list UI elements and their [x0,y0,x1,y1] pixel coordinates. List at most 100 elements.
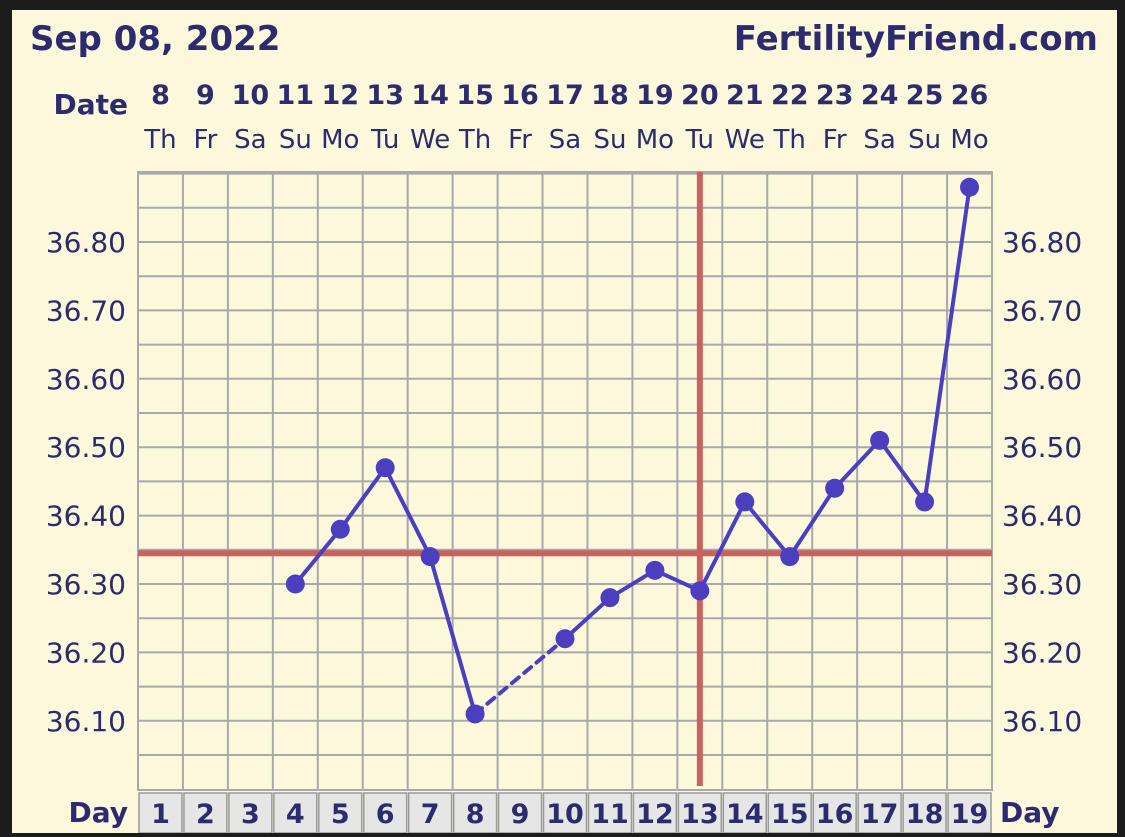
weekday-label: Fr [823,125,847,155]
cycle-day-label: 10 [546,799,584,830]
weekday-label: Sa [549,125,581,155]
series-segment-dashed [473,636,567,716]
date-row-label: Date [53,88,128,121]
cycle-day-label: 4 [286,799,305,830]
data-point [555,629,575,649]
cycle-day-cell [318,792,363,834]
date-label: 17 [546,80,584,111]
cycle-day-label: 5 [331,799,350,830]
data-point [645,560,665,580]
cycle-day-label: 12 [636,799,674,830]
reference-lines [138,172,992,786]
weekday-label: Th [143,125,176,155]
cycle-day-cell [632,792,678,834]
cycle-day-cell [497,792,543,834]
data-point [465,704,485,724]
date-label: 14 [411,80,449,111]
cycle-day-label: 2 [196,799,215,830]
y-tick-label-right: 36.30 [1002,568,1082,601]
cycle-day-label: 15 [771,799,809,830]
cycle-day-label: 16 [816,799,854,830]
y-tick-label-right: 36.60 [1002,363,1082,396]
weekday-label: Mo [950,125,988,155]
date-label: 25 [906,80,944,111]
weekday-label: We [725,125,765,155]
cycle-day-label: 13 [681,799,719,830]
cycle-day-cell [228,792,273,834]
date-label: 21 [726,80,764,111]
cycle-day-cell [452,792,498,834]
series-segment [742,499,792,559]
data-point [375,458,395,478]
cycle-day-label: 11 [591,799,629,830]
date-label: 23 [816,80,854,111]
y-tick-label-left: 36.70 [46,294,126,327]
y-tick-label-right: 36.10 [1002,705,1082,738]
data-point [600,588,620,608]
y-tick-label-left: 36.20 [46,636,126,669]
weekday-label: Th [773,125,806,155]
weekday-label: Sa [863,125,895,155]
data-point [285,574,305,594]
date-label: 9 [196,80,215,111]
cycle-day-cell [812,792,857,834]
weekday-label: Tu [370,125,399,155]
data-point [780,547,800,567]
y-tick-label-left: 36.50 [46,431,126,464]
series-segment [563,595,612,641]
y-tick-label-left: 36.10 [46,705,126,738]
date-label: 18 [591,80,629,111]
series-segment [338,465,388,532]
y-tick-label-right: 36.80 [1002,226,1082,259]
series-segment [383,465,433,559]
cycle-day-label: 14 [726,799,764,830]
data-point [960,177,980,197]
weekday-label: Mo [321,125,359,155]
cycle-day-cell [587,792,633,834]
series-segment [787,486,837,559]
weekday-label: Su [279,125,312,155]
date-label: 20 [681,80,719,111]
cycle-day-label: 19 [951,799,989,830]
cycle-day-label: 8 [466,799,485,830]
y-tick-label-right: 36.50 [1002,431,1082,464]
weekday-label: Mo [636,125,674,155]
series-segment [832,438,882,491]
cycle-day-label: 7 [421,799,440,830]
cycle-day-label: 18 [906,799,944,830]
y-tick-label-right: 36.40 [1002,500,1082,533]
series-segment [697,499,747,593]
y-tick-label-left: 36.80 [46,226,126,259]
weekday-label: Su [908,125,941,155]
date-label: 10 [232,80,270,111]
y-tick-label-right: 36.70 [1002,294,1082,327]
weekday-label: Sa [234,125,266,155]
cycle-day-label: 17 [861,799,899,830]
series-segment [877,438,927,504]
cycle-day-label: 1 [151,799,170,830]
weekday-label: Fr [508,125,532,155]
cycle-day-cell [273,792,318,834]
weekday-label: Su [593,125,626,155]
cycle-day-cell [857,792,902,834]
cycle-day-label: 9 [511,799,530,830]
date-label: 22 [771,80,809,111]
grid [137,171,993,791]
date-label: 13 [366,80,404,111]
cycle-day-cell [902,792,947,834]
y-tick-label-right: 36.20 [1002,636,1082,669]
data-point [870,430,890,450]
cycle-day-cell [722,792,768,834]
site-name: FertilityFriend.com [734,19,1098,59]
cycle-day-cell [542,792,588,834]
chart-date: Sep 08, 2022 [30,19,280,59]
day-row-label-right: Day [1000,796,1060,829]
cycle-day-label: 6 [376,799,395,830]
weekday-label: Tu [685,125,714,155]
weekday-label: We [410,125,450,155]
date-label: 15 [456,80,494,111]
chart-background [12,10,1117,833]
y-tick-label-left: 36.60 [46,363,126,396]
